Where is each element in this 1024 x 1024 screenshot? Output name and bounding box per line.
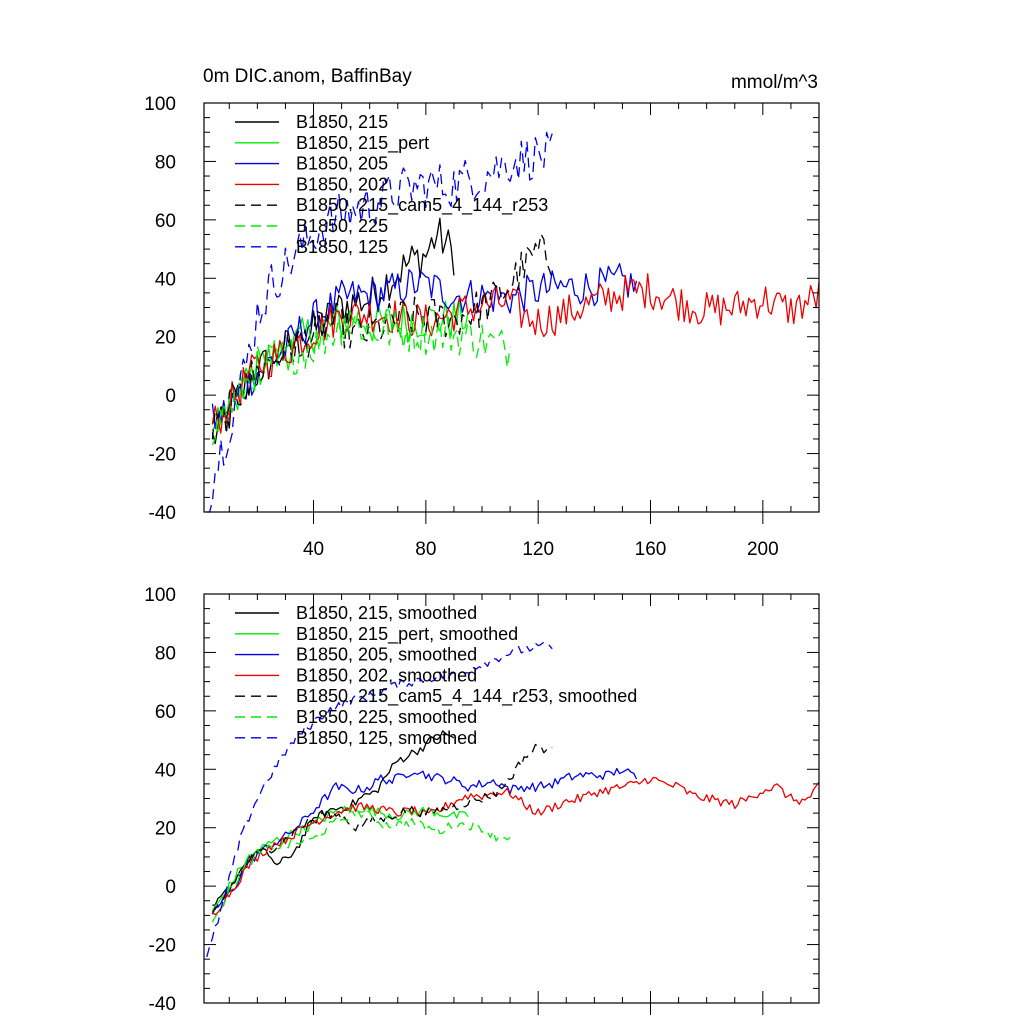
legend-label: B1850, 215_cam5_4_144_r253 <box>296 195 548 216</box>
x-tick-label: 120 <box>522 539 554 560</box>
y-tick-label: 100 <box>144 94 176 115</box>
y-tick-label: 0 <box>165 877 176 898</box>
legend-label: B1850, 215_cam5_4_144_r253, smoothed <box>296 686 637 707</box>
y-tick-label: 0 <box>165 386 176 407</box>
series-line-4 <box>211 273 820 434</box>
y-tick-label: -40 <box>149 503 176 524</box>
x-axis: 40 80 120 160 200 <box>228 103 820 560</box>
legend-label: B1850, 205, smoothed <box>296 645 477 665</box>
legend-label: B1850, 202 <box>296 174 388 194</box>
series-line-5 <box>211 233 553 440</box>
series-line-1 <box>212 730 455 906</box>
legend-label: B1850, 225, smoothed <box>296 707 477 727</box>
legend-label: B1850, 215 <box>296 112 388 132</box>
y-tick-label: 60 <box>155 211 176 232</box>
y-tick-label: 40 <box>155 760 176 781</box>
y-axis: -40 -20 0 20 40 60 80 100 <box>144 94 819 524</box>
legend-label: B1850, 125, smoothed <box>296 728 477 748</box>
legend-label: B1850, 215_pert <box>296 133 429 154</box>
series-line-3 <box>211 767 638 915</box>
series-line-3 <box>211 263 638 430</box>
series-line-6 <box>211 810 511 923</box>
x-tick-label: 160 <box>635 539 667 560</box>
y-tick-label: -20 <box>149 445 176 466</box>
x-tick-label: 200 <box>747 539 779 560</box>
legend-label: B1850, 215, smoothed <box>296 603 477 623</box>
y-tick-label: -40 <box>149 994 176 1015</box>
y-tick-label: 20 <box>155 328 176 349</box>
x-tick-label: 40 <box>303 539 324 560</box>
legend-label: B1850, 202, smoothed <box>296 665 477 685</box>
y-tick-label: 40 <box>155 269 176 290</box>
x-tick-label: 80 <box>415 539 436 560</box>
y-tick-label: 80 <box>155 152 176 173</box>
y-tick-label: 100 <box>144 585 176 606</box>
legend-label: B1850, 125 <box>296 237 388 257</box>
y-axis: -40 -20 0 20 40 60 80 100 <box>144 585 819 1015</box>
units-label: mmol/m^3 <box>731 72 818 93</box>
series-line-5 <box>211 743 553 913</box>
x-axis <box>228 594 820 1015</box>
series-group <box>206 131 820 513</box>
series-line-6 <box>211 311 511 446</box>
series-line-7 <box>206 131 553 513</box>
y-tick-label: 80 <box>155 643 176 664</box>
legend-label: B1850, 205 <box>296 154 388 174</box>
y-tick-label: 20 <box>155 819 176 840</box>
y-tick-label: 60 <box>155 702 176 723</box>
chart-title: 0m DIC.anom, BaffinBay <box>203 66 412 87</box>
series-group <box>206 641 820 958</box>
y-tick-label: -20 <box>149 936 176 957</box>
series-line-7 <box>206 641 553 958</box>
series-line-4 <box>212 776 820 916</box>
top-panel: 0m DIC.anom, BaffinBay mmol/m^3 40 80 120 1… <box>144 66 820 560</box>
legend-label: B1850, 215_pert, smoothed <box>296 624 518 645</box>
legend-label: B1850, 225 <box>296 216 388 236</box>
